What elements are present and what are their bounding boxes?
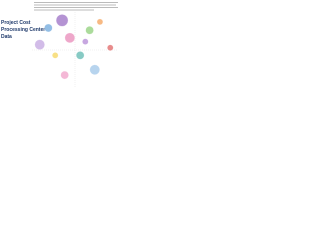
bubble <box>60 70 69 80</box>
bubble <box>82 38 89 45</box>
bubble <box>76 51 85 60</box>
text-line <box>34 9 94 11</box>
bubble <box>52 52 59 59</box>
bubble <box>85 26 94 35</box>
chart-title: Project Cost <box>1 20 31 26</box>
bubble <box>34 39 45 50</box>
bubble <box>96 18 104 26</box>
bubble <box>55 14 69 27</box>
chart-title: Processing Center <box>1 27 45 33</box>
bubble <box>89 64 100 75</box>
page: {"chart_data": {"type": "bubble", "title… <box>0 0 120 90</box>
description-text <box>34 2 118 11</box>
bubble <box>64 32 75 43</box>
text-line <box>34 2 118 3</box>
chart: Project Cost Processing Center Data <box>1 2 118 88</box>
text-line <box>34 7 118 8</box>
bubble <box>107 44 114 51</box>
text-line <box>34 4 116 6</box>
bubble <box>44 23 53 33</box>
chart-title: Data <box>1 34 12 40</box>
